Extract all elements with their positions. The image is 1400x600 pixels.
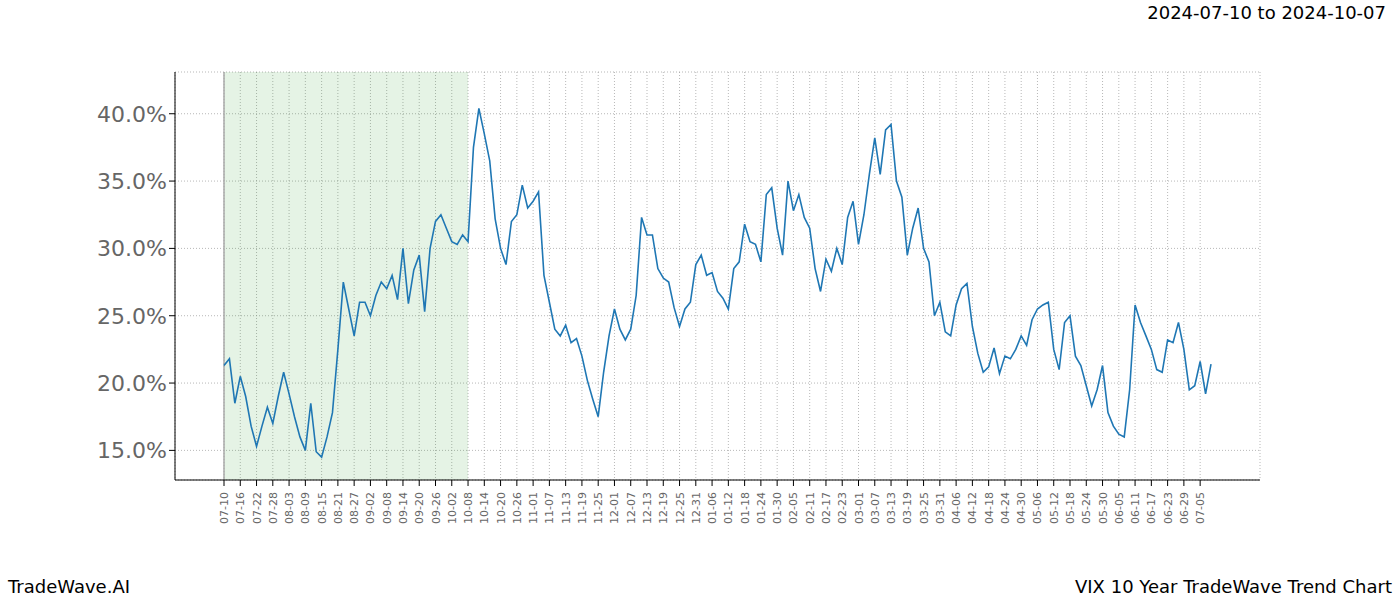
svg-text:05-06: 05-06 bbox=[1031, 492, 1044, 524]
svg-text:08-21: 08-21 bbox=[332, 492, 345, 524]
svg-text:09-08: 09-08 bbox=[381, 492, 394, 524]
svg-text:25.0%: 25.0% bbox=[97, 304, 167, 329]
svg-text:05-24: 05-24 bbox=[1080, 492, 1093, 524]
html-text:2024-07-10 to 2024-10-07: 2024-07-10 to 2024-10-07 bbox=[1147, 2, 1386, 23]
svg-text:12-25: 12-25 bbox=[674, 492, 687, 524]
svg-text:03-13: 03-13 bbox=[885, 492, 898, 524]
svg-text:01-18: 01-18 bbox=[739, 492, 752, 524]
svg-text:35.0%: 35.0% bbox=[97, 169, 167, 194]
svg-text:11-25: 11-25 bbox=[592, 492, 605, 524]
svg-text:09-26: 09-26 bbox=[430, 492, 443, 524]
svg-text:12-13: 12-13 bbox=[641, 492, 654, 524]
svg-text:02-11: 02-11 bbox=[804, 492, 817, 524]
svg-text:11-01: 11-01 bbox=[527, 492, 540, 524]
svg-text:06-05: 06-05 bbox=[1113, 492, 1126, 524]
svg-text:03-19: 03-19 bbox=[901, 492, 914, 524]
svg-text:02-17: 02-17 bbox=[820, 492, 833, 524]
svg-text:04-24: 04-24 bbox=[999, 492, 1012, 524]
svg-text:03-31: 03-31 bbox=[934, 492, 947, 524]
svg-text:09-02: 09-02 bbox=[364, 492, 377, 524]
svg-text:07-16: 07-16 bbox=[234, 492, 247, 524]
svg-text:01-30: 01-30 bbox=[771, 492, 784, 524]
svg-text:07-28: 07-28 bbox=[267, 492, 280, 524]
svg-text:12-01: 12-01 bbox=[608, 492, 621, 524]
svg-text:07-05: 07-05 bbox=[1194, 492, 1207, 524]
svg-text:04-18: 04-18 bbox=[983, 492, 996, 524]
svg-text:02-05: 02-05 bbox=[787, 492, 800, 524]
svg-text:11-07: 11-07 bbox=[543, 492, 556, 524]
svg-text:04-30: 04-30 bbox=[1015, 492, 1028, 524]
svg-text:03-07: 03-07 bbox=[869, 492, 882, 524]
svg-text:04-12: 04-12 bbox=[966, 492, 979, 524]
svg-text:12-07: 12-07 bbox=[625, 492, 638, 524]
svg-text:12-31: 12-31 bbox=[690, 492, 703, 524]
svg-text:15.0%: 15.0% bbox=[97, 438, 167, 463]
svg-text:03-25: 03-25 bbox=[918, 492, 931, 524]
svg-text:06-23: 06-23 bbox=[1162, 492, 1175, 524]
svg-text:02-23: 02-23 bbox=[836, 492, 849, 524]
svg-text:10-20: 10-20 bbox=[495, 492, 508, 524]
svg-text:08-27: 08-27 bbox=[348, 492, 361, 524]
svg-text:05-12: 05-12 bbox=[1048, 492, 1061, 524]
svg-text:11-19: 11-19 bbox=[576, 492, 589, 524]
svg-text:07-10: 07-10 bbox=[218, 492, 231, 524]
svg-text:03-01: 03-01 bbox=[853, 492, 866, 524]
svg-text:07-22: 07-22 bbox=[251, 492, 264, 524]
svg-text:10-26: 10-26 bbox=[511, 492, 524, 524]
svg-text:08-09: 08-09 bbox=[299, 492, 312, 524]
svg-text:01-12: 01-12 bbox=[722, 492, 735, 524]
svg-text:09-20: 09-20 bbox=[413, 492, 426, 524]
svg-text:06-29: 06-29 bbox=[1178, 492, 1191, 524]
svg-text:05-18: 05-18 bbox=[1064, 492, 1077, 524]
svg-text:01-24: 01-24 bbox=[755, 492, 768, 524]
svg-text:04-06: 04-06 bbox=[950, 492, 963, 524]
html-text:TradeWave.AI: TradeWave.AI bbox=[8, 576, 130, 597]
svg-text:01-06: 01-06 bbox=[706, 492, 719, 524]
svg-text:08-03: 08-03 bbox=[283, 492, 296, 524]
svg-text:10-02: 10-02 bbox=[446, 492, 459, 524]
svg-text:12-19: 12-19 bbox=[657, 492, 670, 524]
svg-text:40.0%: 40.0% bbox=[97, 102, 167, 127]
svg-text:08-15: 08-15 bbox=[316, 492, 329, 524]
svg-text:06-11: 06-11 bbox=[1129, 492, 1142, 524]
svg-text:05-30: 05-30 bbox=[1097, 492, 1110, 524]
svg-text:30.0%: 30.0% bbox=[97, 236, 167, 261]
svg-text:09-14: 09-14 bbox=[397, 492, 410, 524]
svg-text:10-14: 10-14 bbox=[478, 492, 491, 524]
html-text:VIX 10 Year TradeWave Trend Ch: VIX 10 Year TradeWave Trend Chart bbox=[1075, 576, 1392, 597]
svg-text:11-13: 11-13 bbox=[560, 492, 573, 524]
svg-text:20.0%: 20.0% bbox=[97, 371, 167, 396]
svg-text:06-17: 06-17 bbox=[1145, 492, 1158, 524]
svg-text:10-08: 10-08 bbox=[462, 492, 475, 524]
